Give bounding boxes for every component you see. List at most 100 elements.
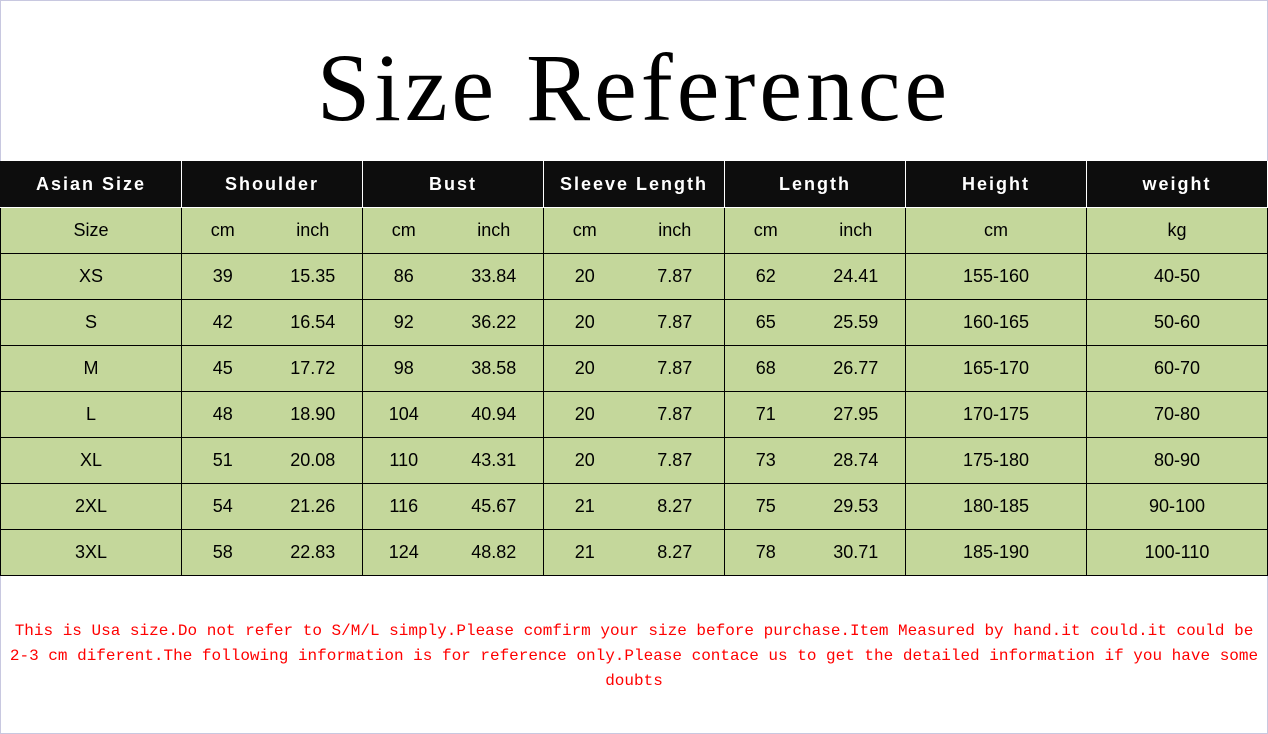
header-shoulder: Shoulder bbox=[181, 161, 363, 208]
header-weight: weight bbox=[1086, 161, 1268, 208]
cell-pair: 48 18.90 bbox=[182, 404, 362, 425]
cell-shoulder-inch: 18.90 bbox=[290, 404, 336, 424]
cell-weight: 50-60 bbox=[1086, 299, 1268, 346]
cell-pair: 20 7.87 bbox=[544, 266, 724, 287]
cell-sleeve-cm: 21 bbox=[574, 542, 595, 562]
header-asian-size: Asian Size bbox=[0, 161, 182, 208]
cell-shoulder: 54 21.26 bbox=[181, 483, 363, 530]
cell-pair: 116 45.67 bbox=[363, 496, 543, 517]
cell-height: 175-180 bbox=[905, 437, 1087, 484]
cell-bust-inch: 36.22 bbox=[471, 312, 517, 332]
cell-pair: 21 8.27 bbox=[544, 496, 724, 517]
unit-cm: cm bbox=[572, 220, 597, 240]
cell-shoulder-inch: 21.26 bbox=[290, 496, 336, 516]
cell-shoulder-inch: 16.54 bbox=[290, 312, 336, 332]
cell-size: L bbox=[0, 391, 182, 438]
cell-length-inch: 28.74 bbox=[833, 450, 879, 470]
unit-shoulder: cm inch bbox=[181, 207, 363, 254]
cell-weight: 80-90 bbox=[1086, 437, 1268, 484]
cell-size: XS bbox=[0, 253, 182, 300]
cell-size: M bbox=[0, 345, 182, 392]
cell-pair: 54 21.26 bbox=[182, 496, 362, 517]
cell-length: 78 30.71 bbox=[724, 529, 906, 576]
cell-weight: 60-70 bbox=[1086, 345, 1268, 392]
cell-size: 2XL bbox=[0, 483, 182, 530]
cell-length-cm: 75 bbox=[755, 496, 776, 516]
cell-bust-inch: 45.67 bbox=[471, 496, 517, 516]
cell-pair: 71 27.95 bbox=[725, 404, 905, 425]
cell-length: 62 24.41 bbox=[724, 253, 906, 300]
cell-sleeve-inch: 7.87 bbox=[657, 312, 693, 332]
cell-length: 73 28.74 bbox=[724, 437, 906, 484]
table-row: L 48 18.90 104 40.94 20 7.87 71 27.95 170-175 70-8… bbox=[0, 391, 1268, 438]
cell-sleeve-inch: 7.87 bbox=[657, 404, 693, 424]
unit-inch: inch bbox=[296, 220, 330, 240]
cell-length-cm: 73 bbox=[755, 450, 776, 470]
cell-bust-inch: 33.84 bbox=[471, 266, 517, 286]
cell-shoulder: 58 22.83 bbox=[181, 529, 363, 576]
cell-pair: 92 36.22 bbox=[363, 312, 543, 333]
cell-weight: 90-100 bbox=[1086, 483, 1268, 530]
cell-shoulder-cm: 39 bbox=[212, 266, 233, 286]
cell-length: 65 25.59 bbox=[724, 299, 906, 346]
cell-bust-cm: 110 bbox=[389, 450, 419, 470]
cell-sleeve-inch: 7.87 bbox=[657, 266, 693, 286]
cell-sleeve-inch: 7.87 bbox=[657, 450, 693, 470]
cell-length-inch: 27.95 bbox=[833, 404, 879, 424]
unit-size: Size bbox=[0, 207, 182, 254]
unit-weight: kg bbox=[1086, 207, 1268, 254]
cell-length-cm: 68 bbox=[755, 358, 776, 378]
unit-inch: inch bbox=[839, 220, 873, 240]
cell-size: XL bbox=[0, 437, 182, 484]
cell-bust-inch: 43.31 bbox=[471, 450, 517, 470]
cell-weight: 40-50 bbox=[1086, 253, 1268, 300]
cell-pair: 65 25.59 bbox=[725, 312, 905, 333]
cell-sleeve-cm: 20 bbox=[574, 358, 595, 378]
cell-length: 71 27.95 bbox=[724, 391, 906, 438]
cell-bust-inch: 48.82 bbox=[471, 542, 517, 562]
cell-bust: 86 33.84 bbox=[362, 253, 544, 300]
cell-bust-cm: 92 bbox=[393, 312, 414, 332]
cell-pair: 51 20.08 bbox=[182, 450, 362, 471]
cell-pair: 104 40.94 bbox=[363, 404, 543, 425]
unit-row: Size cm inch cm inch cm inch cm inch cm kg bbox=[0, 207, 1268, 254]
cell-height: 160-165 bbox=[905, 299, 1087, 346]
cell-height: 180-185 bbox=[905, 483, 1087, 530]
cell-length-inch: 30.71 bbox=[833, 542, 879, 562]
table-row: 3XL 58 22.83 124 48.82 21 8.27 78 30.71 185-190 10… bbox=[0, 529, 1268, 576]
cell-pair: 45 17.72 bbox=[182, 358, 362, 379]
size-table: Asian Size Shoulder Bust Sleeve Length L… bbox=[0, 161, 1268, 576]
header-row: Asian Size Shoulder Bust Sleeve Length L… bbox=[0, 161, 1268, 208]
cell-shoulder: 39 15.35 bbox=[181, 253, 363, 300]
header-length: Length bbox=[724, 161, 906, 208]
cell-shoulder: 51 20.08 bbox=[181, 437, 363, 484]
cell-sleeve: 20 7.87 bbox=[543, 253, 725, 300]
unit-inch: inch bbox=[477, 220, 511, 240]
cell-bust-cm: 104 bbox=[388, 404, 419, 424]
cell-shoulder-cm: 42 bbox=[212, 312, 233, 332]
cell-bust: 98 38.58 bbox=[362, 345, 544, 392]
unit-cm: cm bbox=[210, 220, 235, 240]
cell-length-cm: 71 bbox=[755, 404, 776, 424]
cell-pair: 124 48.82 bbox=[363, 542, 543, 563]
cell-length-cm: 65 bbox=[755, 312, 776, 332]
cell-sleeve: 20 7.87 bbox=[543, 391, 725, 438]
cell-bust-cm: 124 bbox=[388, 542, 419, 562]
cell-length-cm: 62 bbox=[755, 266, 776, 286]
cell-sleeve: 20 7.87 bbox=[543, 437, 725, 484]
cell-pair: 42 16.54 bbox=[182, 312, 362, 333]
cell-sleeve-cm: 20 bbox=[574, 404, 595, 424]
cell-pair: 21 8.27 bbox=[544, 542, 724, 563]
cell-sleeve: 20 7.87 bbox=[543, 299, 725, 346]
cell-pair: 73 28.74 bbox=[725, 450, 905, 471]
cell-pair: 110 43.31 bbox=[363, 450, 543, 471]
cell-bust-cm: 98 bbox=[393, 358, 414, 378]
cell-shoulder: 48 18.90 bbox=[181, 391, 363, 438]
cell-pair: 20 7.87 bbox=[544, 450, 724, 471]
unit-cm: cm bbox=[753, 220, 778, 240]
cell-length-inch: 25.59 bbox=[833, 312, 879, 332]
cell-height: 155-160 bbox=[905, 253, 1087, 300]
cell-shoulder-cm: 51 bbox=[212, 450, 233, 470]
cell-sleeve-inch: 7.87 bbox=[657, 358, 693, 378]
cell-bust-inch: 40.94 bbox=[471, 404, 517, 424]
